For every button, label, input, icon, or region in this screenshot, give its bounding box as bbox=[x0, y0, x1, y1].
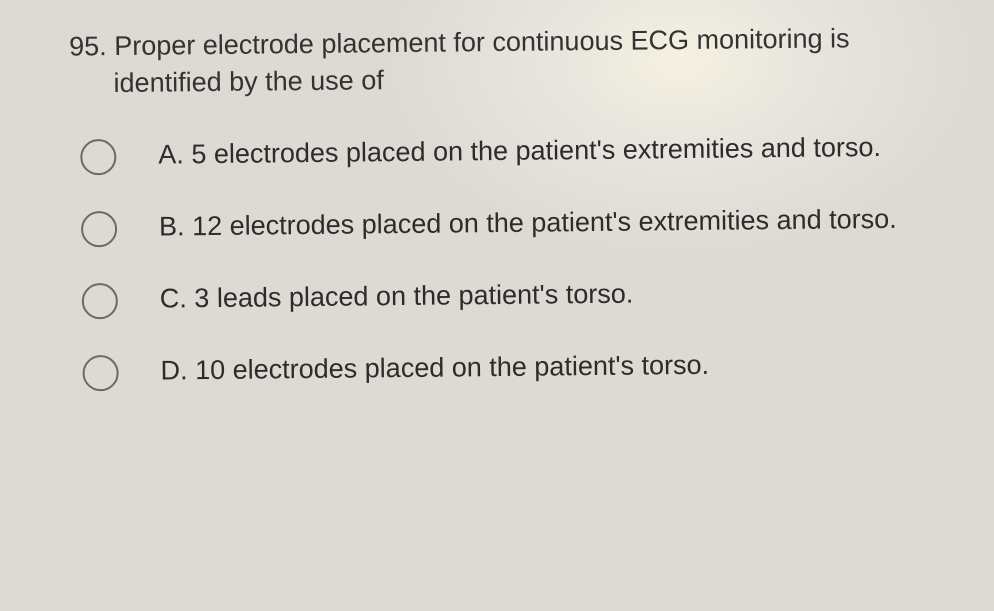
option-body: 5 electrodes placed on the patient's ext… bbox=[191, 131, 881, 168]
option-body: 10 electrodes placed on the patient's to… bbox=[195, 349, 709, 384]
option-letter: B. bbox=[159, 211, 185, 241]
question-stem: 95. Proper electrode placement for conti… bbox=[69, 19, 954, 103]
option-letter: A. bbox=[158, 139, 184, 169]
option-text: A. 5 electrodes placed on the patient's … bbox=[158, 128, 891, 173]
question-page: 95. Proper electrode placement for conti… bbox=[0, 0, 994, 611]
option-d[interactable]: D. 10 electrodes placed on the patient's… bbox=[82, 344, 956, 391]
question-text: Proper electrode placement for continuou… bbox=[113, 23, 849, 98]
radio-icon[interactable] bbox=[81, 210, 117, 246]
options-list: A. 5 electrodes placed on the patient's … bbox=[70, 128, 957, 391]
radio-icon[interactable] bbox=[82, 354, 118, 390]
option-c[interactable]: C. 3 leads placed on the patient's torso… bbox=[82, 272, 956, 319]
option-body: 3 leads placed on the patient's torso. bbox=[194, 278, 633, 313]
option-b[interactable]: B. 12 electrodes placed on the patient's… bbox=[81, 200, 955, 247]
option-letter: D. bbox=[160, 355, 187, 385]
option-a[interactable]: A. 5 electrodes placed on the patient's … bbox=[80, 128, 954, 175]
radio-icon[interactable] bbox=[80, 138, 116, 174]
option-text: D. 10 electrodes placed on the patient's… bbox=[160, 346, 719, 390]
radio-icon[interactable] bbox=[82, 282, 118, 318]
question-number: 95. bbox=[69, 31, 107, 61]
option-text: B. 12 electrodes placed on the patient's… bbox=[159, 200, 907, 246]
option-text: C. 3 leads placed on the patient's torso… bbox=[160, 275, 644, 318]
option-letter: C. bbox=[160, 283, 187, 313]
option-body: 12 electrodes placed on the patient's ex… bbox=[192, 203, 897, 240]
